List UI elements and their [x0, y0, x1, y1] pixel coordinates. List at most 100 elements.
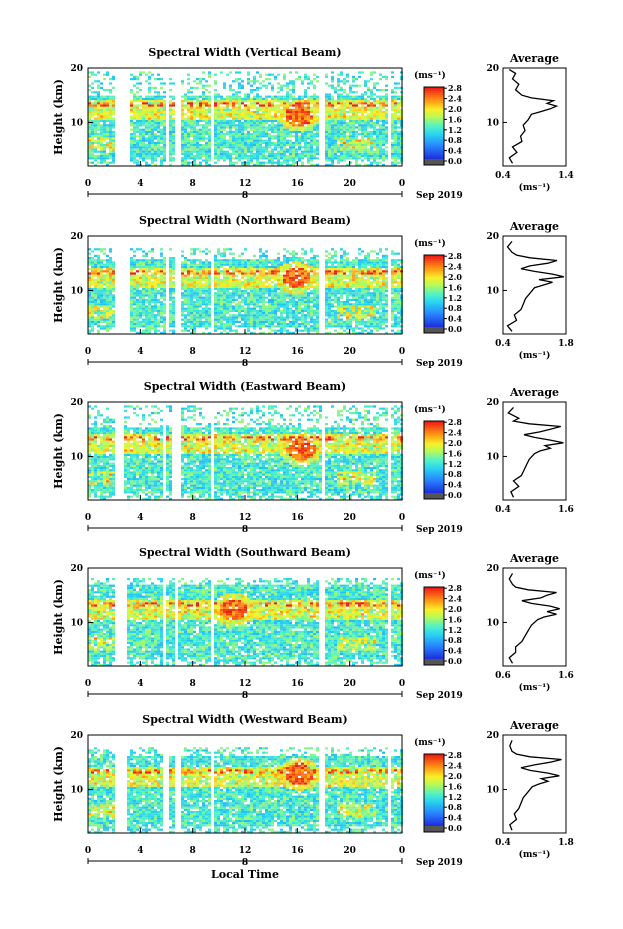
- heatmap-cell: [340, 135, 343, 138]
- heatmap-cell: [235, 259, 238, 262]
- heatmap-cell: [196, 294, 199, 297]
- heatmap-cell: [298, 102, 301, 105]
- heatmap-cell: [112, 265, 115, 268]
- heatmap-cell: [352, 106, 355, 109]
- heatmap-cell: [97, 124, 100, 127]
- heatmap-cell: [136, 163, 139, 166]
- heatmap-cell: [139, 248, 142, 251]
- heatmap-cell: [217, 327, 220, 330]
- heatmap-cell: [301, 115, 304, 118]
- heatmap-cell: [295, 155, 298, 158]
- heatmap-cell: [394, 130, 397, 133]
- heatmap-cell: [196, 318, 199, 321]
- heatmap-cell: [226, 307, 229, 310]
- heatmap-cell: [241, 144, 244, 147]
- heatmap-cell: [280, 141, 283, 144]
- heatmap-cell: [271, 135, 274, 138]
- heatmap-cell: [223, 133, 226, 136]
- colorbar-segment: [424, 145, 444, 148]
- heatmap-cell: [292, 80, 295, 83]
- heatmap-cell: [268, 316, 271, 319]
- heatmap-cell: [112, 137, 115, 140]
- heatmap-cell: [205, 323, 208, 326]
- heatmap-cell: [307, 115, 310, 118]
- heatmap-cell: [340, 95, 343, 98]
- heatmap-cell: [208, 274, 211, 277]
- heatmap-cell: [334, 141, 337, 144]
- heatmap-cell: [94, 106, 97, 109]
- heatmap-cell: [259, 115, 262, 118]
- heatmap-cell: [208, 320, 211, 323]
- heatmap-cell: [358, 126, 361, 129]
- heatmap-cell: [397, 133, 400, 136]
- heatmap-cell: [94, 318, 97, 321]
- heatmap-cell: [292, 309, 295, 312]
- heatmap-cell: [268, 323, 271, 326]
- heatmap-cell: [307, 111, 310, 114]
- heatmap-cell: [256, 117, 259, 120]
- heatmap-cell: [190, 294, 193, 297]
- heatmap-cell: [109, 248, 112, 251]
- heatmap-cell: [160, 263, 163, 266]
- heatmap-cell: [199, 305, 202, 308]
- heatmap-cell: [106, 307, 109, 310]
- heatmap-cell: [286, 144, 289, 147]
- heatmap-cell: [133, 254, 136, 257]
- heatmap-cell: [250, 150, 253, 153]
- heatmap-cell: [190, 285, 193, 288]
- heatmap-cell: [259, 150, 262, 153]
- heatmap-cell: [88, 113, 91, 116]
- heatmap-cell: [193, 296, 196, 299]
- heatmap-cell: [88, 305, 91, 308]
- heatmap-cell: [247, 71, 250, 74]
- heatmap-cell: [280, 327, 283, 330]
- heatmap-cell: [172, 331, 175, 334]
- heatmap-cell: [274, 78, 277, 81]
- heatmap-cell: [145, 73, 148, 76]
- heatmap-cell: [106, 314, 109, 317]
- heatmap-cell: [259, 124, 262, 127]
- heatmap-cell: [130, 307, 133, 310]
- heatmap-cell: [259, 268, 262, 271]
- heatmap-cell: [313, 104, 316, 107]
- heatmap-cell: [346, 141, 349, 144]
- heatmap-cell: [373, 137, 376, 140]
- heatmap-cell: [391, 148, 394, 151]
- heatmap-cell: [205, 100, 208, 103]
- heatmap-cell: [157, 150, 160, 153]
- heatmap-cell: [154, 155, 157, 158]
- heatmap-cell: [154, 272, 157, 275]
- heatmap-cell: [97, 281, 100, 284]
- heatmap-cell: [88, 307, 91, 310]
- heatmap-cell: [199, 104, 202, 107]
- heatmap-cell: [205, 259, 208, 262]
- heatmap-cell: [151, 281, 154, 284]
- heatmap-cell: [103, 126, 106, 129]
- heatmap-cell: [133, 307, 136, 310]
- heatmap-cell: [274, 290, 277, 293]
- heatmap-cell: [160, 301, 163, 304]
- heatmap-cell: [277, 133, 280, 136]
- heatmap-cell: [310, 117, 313, 120]
- heatmap-cell: [169, 283, 172, 286]
- heatmap-cell: [220, 327, 223, 330]
- heatmap-cell: [316, 141, 319, 144]
- heatmap-cell: [193, 331, 196, 334]
- heatmap-cell: [340, 104, 343, 107]
- heatmap-cell: [346, 144, 349, 147]
- heatmap-cell: [274, 279, 277, 282]
- heatmap-cell: [361, 95, 364, 98]
- heatmap-cell: [295, 124, 298, 127]
- heatmap-cell: [151, 307, 154, 310]
- heatmap-cell: [109, 89, 112, 92]
- heatmap-cell: [109, 133, 112, 136]
- colorbar-segment: [424, 104, 444, 107]
- heatmap-cell: [250, 281, 253, 284]
- heatmap-cell: [223, 122, 226, 125]
- heatmap-cell: [346, 104, 349, 107]
- heatmap-cell: [385, 135, 388, 138]
- heatmap-cell: [244, 320, 247, 323]
- heatmap-cell: [367, 119, 370, 122]
- heatmap-cell: [196, 314, 199, 317]
- heatmap-cell: [337, 135, 340, 138]
